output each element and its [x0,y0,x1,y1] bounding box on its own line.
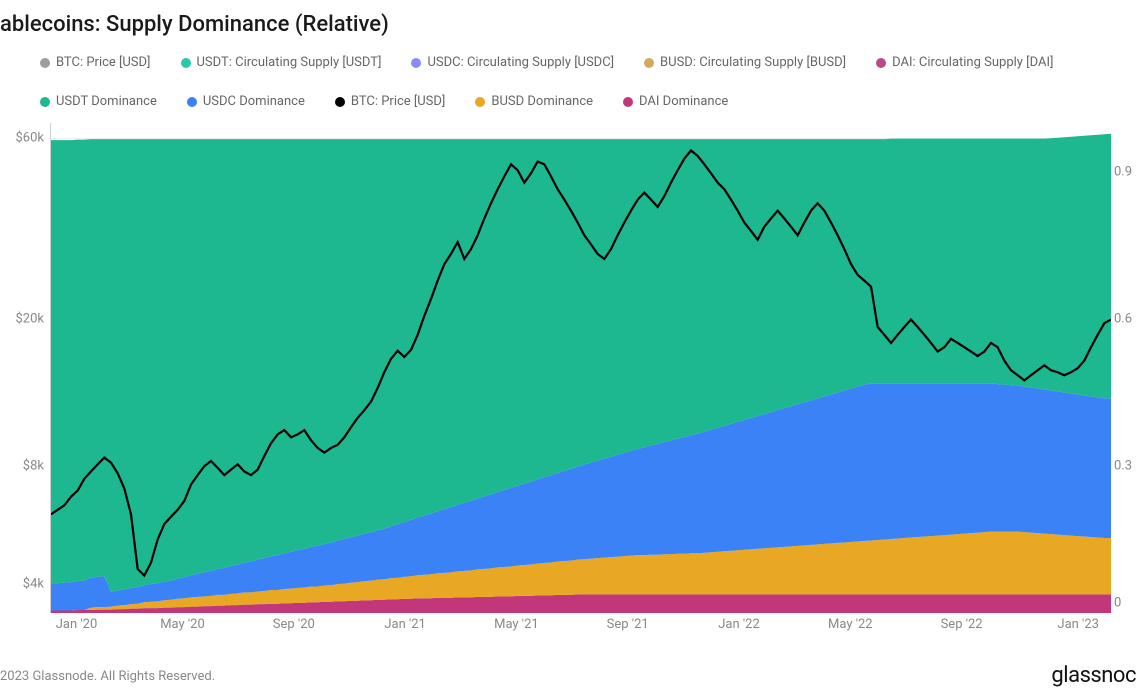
legend-item[interactable]: DAI: Circulating Supply [DAI] [876,55,1053,70]
chart-plot-area: glassnode [50,123,1110,613]
x-tick: Sep '20 [273,617,315,632]
legend-color-icon [475,97,485,107]
legend-label: DAI: Circulating Supply [DAI] [892,55,1053,70]
legend-label: DAI Dominance [639,94,728,109]
legend-color-icon [411,58,421,68]
y-axis-right: 0.9 0.6 0.3 0 [1110,123,1140,613]
y-left-tick: $20k [15,312,44,327]
copyright-text: 2023 Glassnode. All Rights Reserved. [0,669,215,684]
brand-logo: glassnoc [1051,663,1136,688]
x-tick: May '21 [494,617,539,632]
x-tick: Jan '22 [718,617,760,632]
legend-item[interactable]: USDC Dominance [187,94,305,109]
x-axis: Jan '20 May '20 Sep '20 Jan '21 May '21 Sep '… [50,613,1110,641]
legend-label: USDC: Circulating Supply [USDC] [427,55,614,70]
legend-item[interactable]: BUSD Dominance [475,94,593,109]
legend-label: BTC: Price [USD] [351,94,446,109]
legend-color-icon [40,97,50,107]
legend-color-icon [644,58,654,68]
legend-item[interactable]: USDT: Circulating Supply [USDT] [181,55,382,70]
legend-label: BTC: Price [USD] [56,55,151,70]
x-tick: Jan '20 [56,617,98,632]
legend-label: BUSD Dominance [491,94,593,109]
y-axis-left: $60k $20k $8k $4k [0,123,48,613]
legend-color-icon [623,97,633,107]
x-tick: Jan '23 [1057,617,1099,632]
y-right-tick: 0.3 [1114,459,1132,474]
y-right-tick: 0.9 [1114,165,1132,180]
legend-color-icon [40,58,50,68]
legend-color-icon [876,58,886,68]
chart-svg [51,123,1111,613]
legend-item[interactable]: BTC: Price [USD] [40,55,151,70]
x-tick: May '22 [828,617,873,632]
legend-item[interactable]: BTC: Price [USD] [335,94,446,109]
legend-item[interactable]: BUSD: Circulating Supply [BUSD] [644,55,846,70]
legend-item[interactable]: USDT Dominance [40,94,157,109]
x-tick: Jan '21 [384,617,426,632]
x-tick: Sep '21 [607,617,649,632]
legend-label: USDC Dominance [203,94,305,109]
legend-label: USDT: Circulating Supply [USDT] [197,55,382,70]
y-left-tick: $4k [23,576,44,591]
y-right-tick: 0 [1114,596,1121,611]
x-tick: May '20 [160,617,205,632]
chart-container: $60k $20k $8k $4k glassnode 0.9 0.6 0.3 0 Jan … [0,123,1140,653]
legend: BTC: Price [USD] USDT: Circulating Supply… [0,55,1140,123]
legend-label: USDT Dominance [56,94,157,109]
legend-item[interactable]: DAI Dominance [623,94,728,109]
y-left-tick: $8k [23,459,44,474]
legend-color-icon [187,97,197,107]
x-tick: Sep '22 [941,617,983,632]
y-left-tick: $60k [15,130,44,145]
chart-title: ablecoins: Supply Dominance (Relative) [0,0,1140,55]
legend-color-icon [335,97,345,107]
legend-item[interactable]: USDC: Circulating Supply [USDC] [411,55,614,70]
legend-label: BUSD: Circulating Supply [BUSD] [660,55,846,70]
legend-color-icon [181,58,191,68]
y-right-tick: 0.6 [1114,312,1132,327]
